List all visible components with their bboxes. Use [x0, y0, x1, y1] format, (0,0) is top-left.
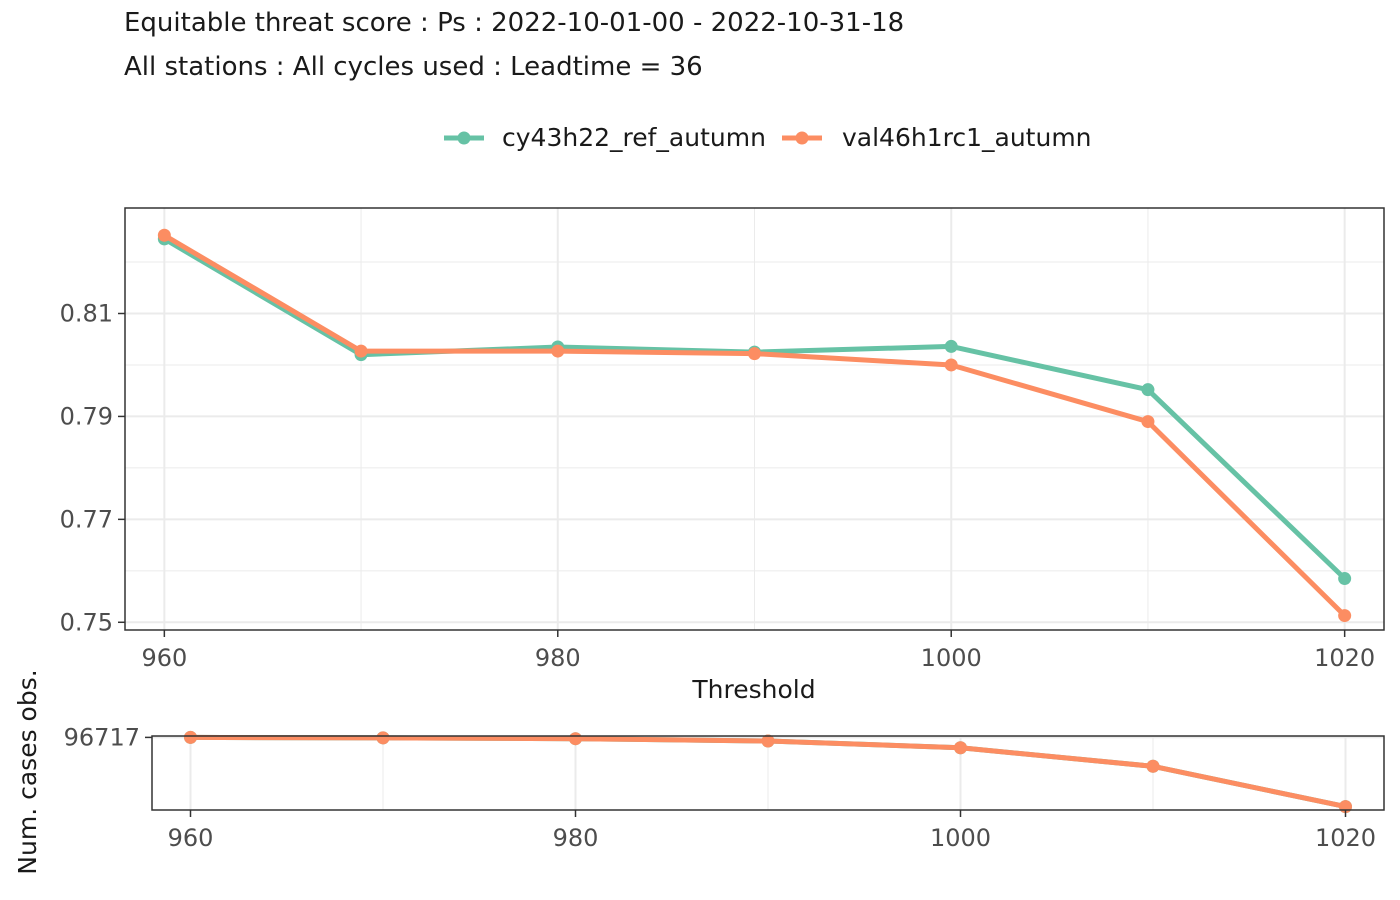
data-point-series-2 — [761, 734, 775, 748]
data-point-series-2 — [944, 358, 958, 372]
x-axis-title: Threshold — [691, 675, 815, 704]
data-point-series-2 — [954, 741, 967, 755]
data-point-series-2 — [569, 732, 582, 746]
main-chart-panel: 960 980 1000 1020 0.75 0.77 0.79 0.81 — [60, 207, 1385, 672]
x-tick-label: 1000 — [930, 824, 991, 852]
panel-border — [151, 735, 1385, 811]
x-tick-label: 980 — [535, 644, 581, 672]
x-tick-label: 1020 — [1315, 824, 1376, 852]
cases-y-axis-title: Num. cases obs. — [13, 669, 42, 874]
chart-title: Equitable threat score : Ps : 2022-10-01… — [124, 8, 905, 38]
legend-item-series-2: val46h1rc1_autumn — [782, 123, 1092, 152]
data-point-series-2 — [376, 731, 390, 745]
x-tick-label: 1000 — [921, 644, 982, 672]
legend: cy43h22_ref_autumn val46h1rc1_autumn — [444, 123, 1092, 152]
data-point-series-2 — [748, 347, 761, 361]
y-tick-label: 0.79 — [60, 402, 113, 430]
x-tick-label: 960 — [141, 644, 187, 672]
legend-key-point-series-1 — [457, 131, 471, 145]
y-tick-label: 0.77 — [60, 505, 113, 533]
x-tick-label: 1020 — [1314, 644, 1375, 672]
legend-label-series-2: val46h1rc1_autumn — [842, 123, 1092, 152]
chart-subtitle: All stations : All cycles used : Leadtim… — [124, 52, 703, 82]
x-tick-label: 960 — [168, 824, 214, 852]
data-point-series-2 — [184, 730, 197, 744]
y-tick-label: 96717 — [64, 723, 140, 751]
cases-chart-panel: 960 980 1000 1020 96717 — [64, 723, 1385, 852]
data-point-series-2 — [1338, 609, 1352, 623]
data-point-series-2 — [354, 344, 368, 358]
panel-border — [124, 207, 1385, 631]
legend-label-series-1: cy43h22_ref_autumn — [502, 123, 766, 152]
data-point-series-2 — [551, 344, 565, 358]
data-point-series-1 — [1338, 572, 1352, 586]
data-point-series-2 — [157, 228, 171, 242]
data-point-series-1 — [1141, 383, 1155, 397]
data-point-series-2 — [1146, 759, 1160, 773]
data-point-series-2 — [1141, 415, 1155, 429]
data-point-series-1 — [944, 339, 958, 353]
legend-item-series-1: cy43h22_ref_autumn — [444, 123, 766, 152]
legend-key-point-series-2 — [795, 131, 809, 145]
y-tick-label: 0.81 — [60, 300, 113, 328]
x-tick-label: 980 — [553, 824, 599, 852]
y-tick-label: 0.75 — [60, 608, 113, 636]
